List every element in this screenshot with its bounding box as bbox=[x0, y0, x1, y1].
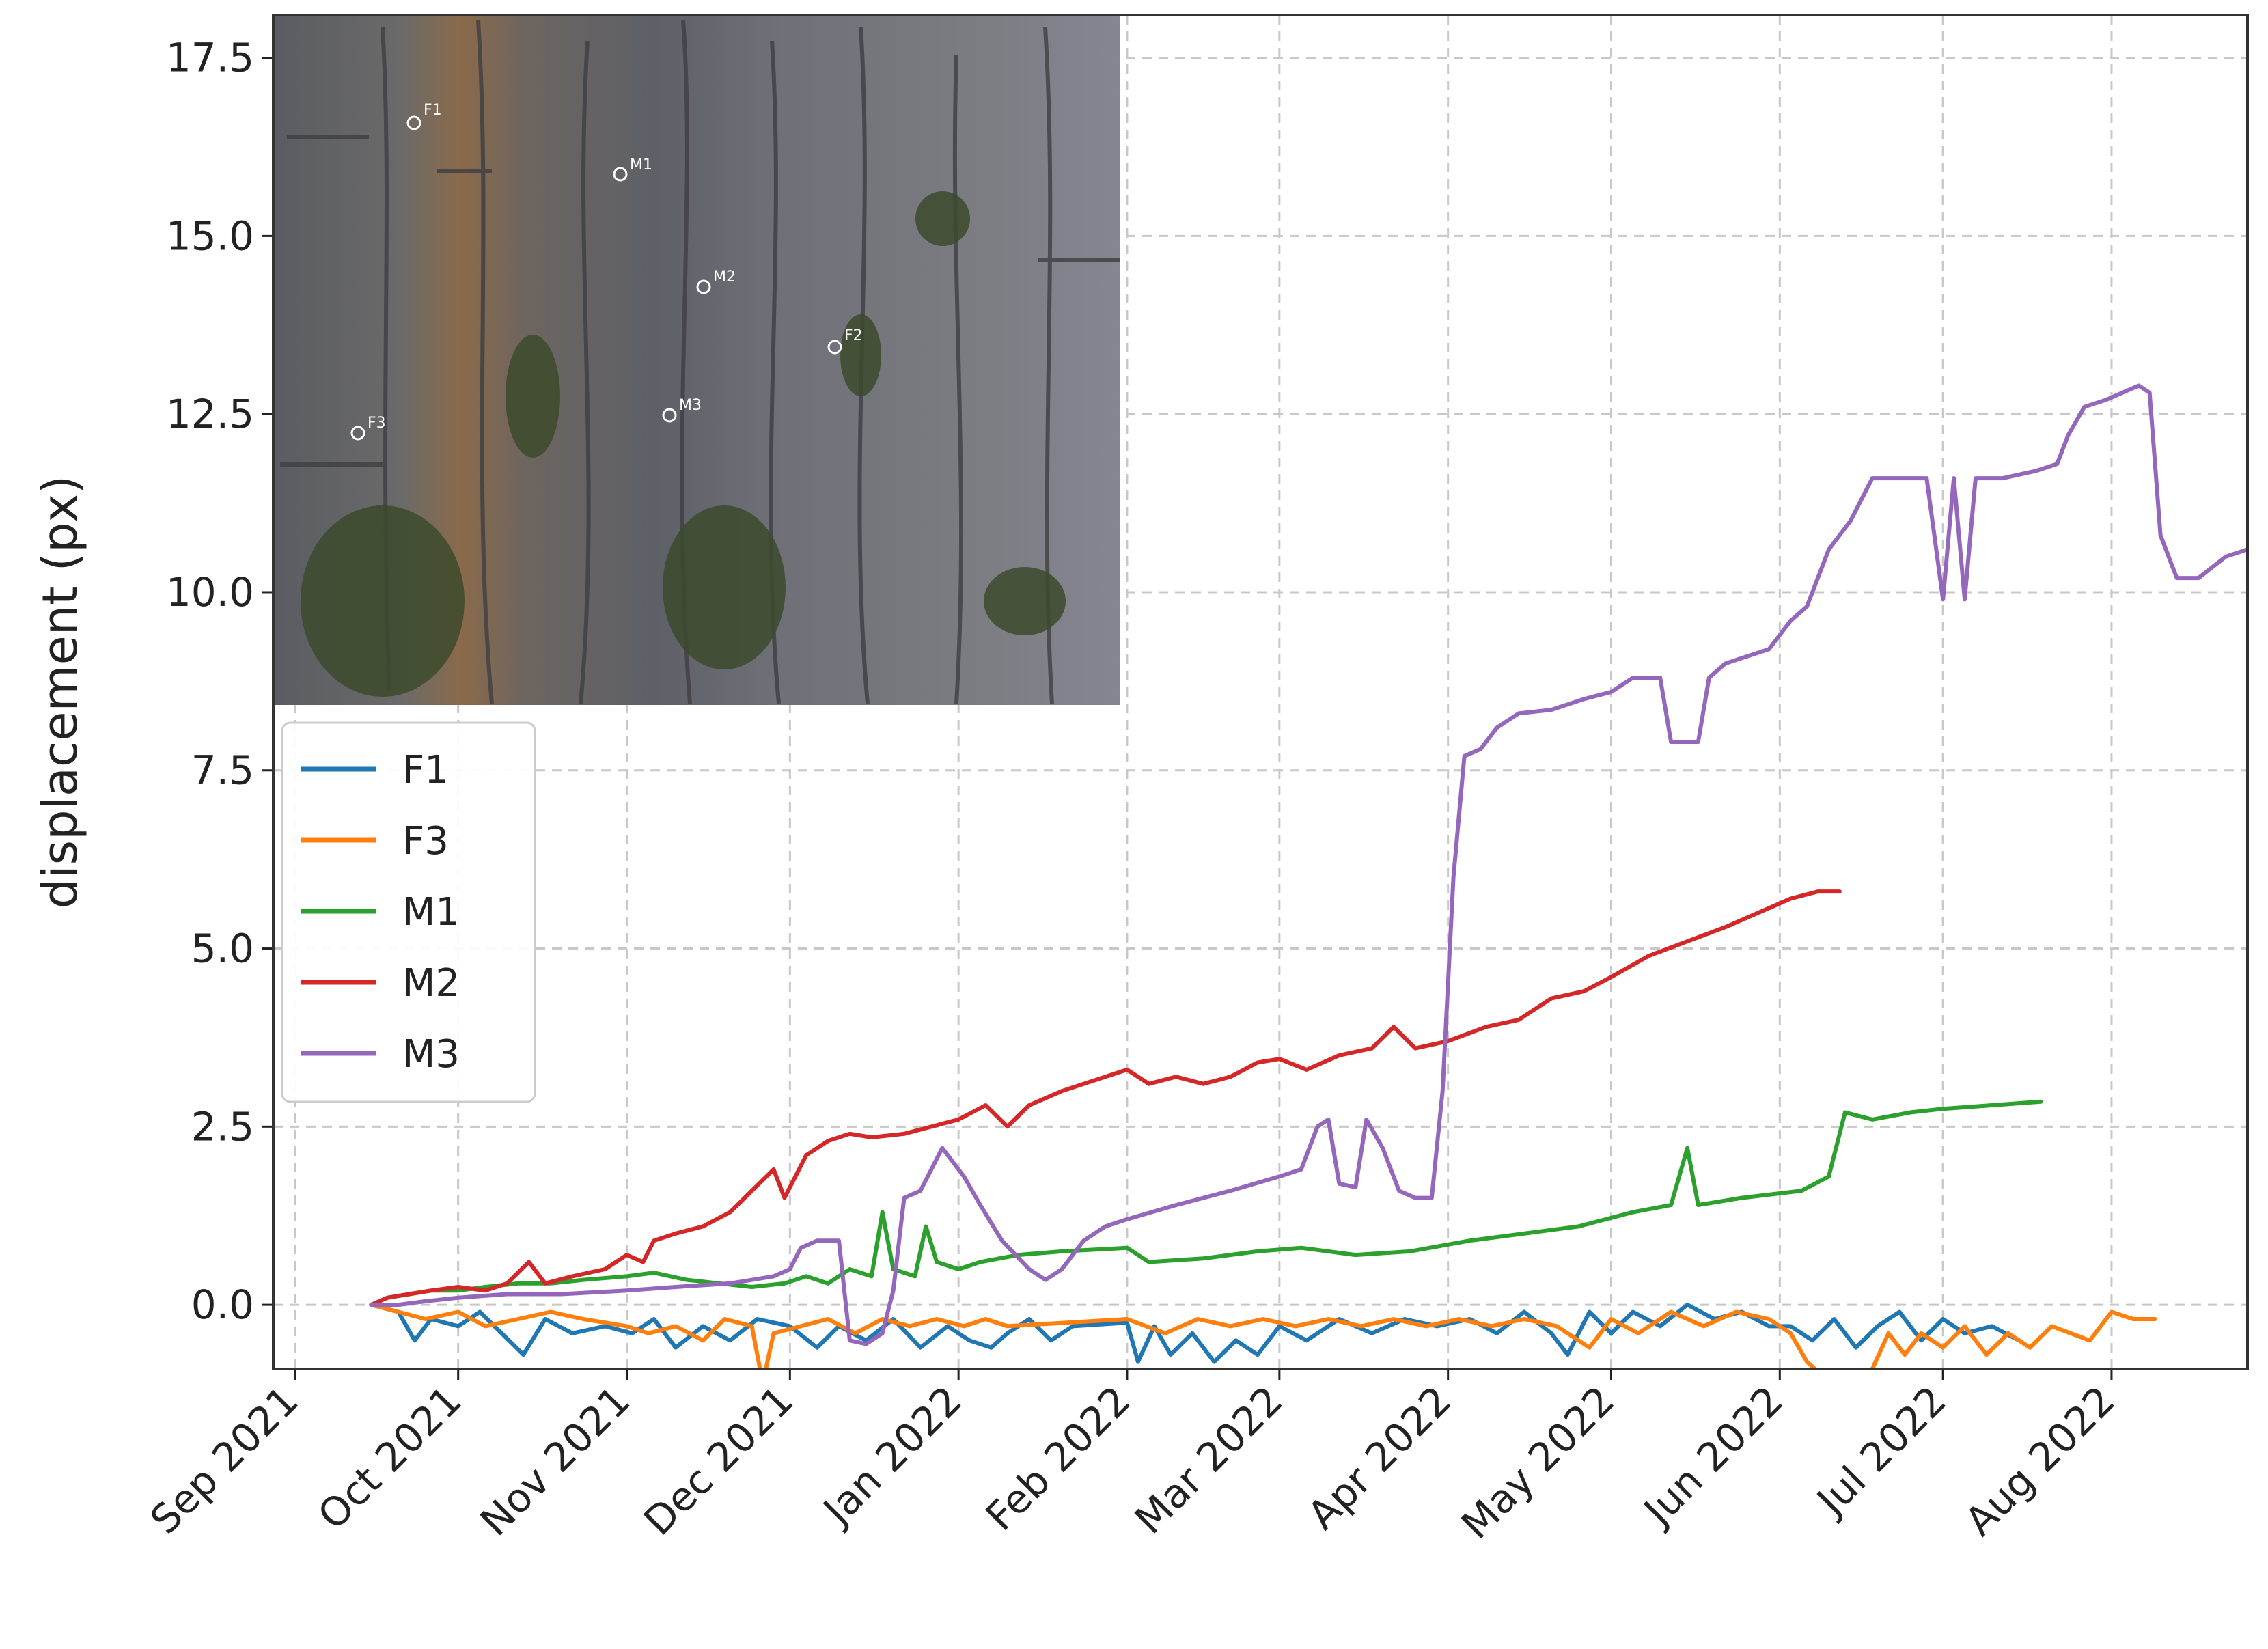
y-tick-label: 15.0 bbox=[166, 212, 254, 259]
x-tick-label: Apr 2022 bbox=[1299, 1377, 1460, 1538]
series-line-m1 bbox=[369, 1099, 2043, 1307]
photo-marker-m2 bbox=[696, 279, 711, 294]
x-tick-label: Oct 2021 bbox=[309, 1377, 470, 1538]
x-tick-label: Sep 2021 bbox=[141, 1377, 307, 1543]
x-tick-label: Feb 2022 bbox=[977, 1377, 1139, 1540]
legend-label-f1: F1 bbox=[402, 748, 449, 792]
photo-markers bbox=[350, 115, 842, 441]
y-tick-label: 10.0 bbox=[166, 569, 254, 615]
photo-marker-f3 bbox=[350, 426, 365, 441]
photo-marker-m1 bbox=[613, 167, 628, 182]
plot-frame bbox=[272, 14, 2249, 1370]
legend-label-m1: M1 bbox=[402, 890, 460, 934]
inset-photo: F1 M1 M2 F2 M3 F3 bbox=[273, 15, 1120, 705]
photo-marker-m3 bbox=[662, 408, 677, 423]
photo-label-f3: F3 bbox=[368, 415, 386, 432]
x-tick-label: May 2022 bbox=[1452, 1377, 1623, 1548]
photo-marker-f2 bbox=[827, 340, 842, 355]
legend-box bbox=[281, 721, 536, 1103]
x-tick-label: Jul 2022 bbox=[1807, 1377, 1955, 1525]
series-line-m3 bbox=[369, 383, 2248, 1346]
y-tick-label: 12.5 bbox=[166, 391, 254, 437]
photo-vegetation bbox=[301, 191, 1066, 697]
x-tick-label: Jun 2022 bbox=[1634, 1377, 1793, 1536]
x-tick-label: Nov 2021 bbox=[471, 1377, 639, 1545]
x-tick-label: Dec 2021 bbox=[635, 1377, 802, 1544]
series-layer bbox=[369, 383, 2248, 1369]
series-line-f3 bbox=[369, 1303, 2157, 1369]
photo-label-m1: M1 bbox=[630, 156, 652, 174]
y-tick-label: 7.5 bbox=[191, 747, 254, 794]
y-axis-label: displacement (px) bbox=[32, 475, 88, 909]
y-tick-label: 17.5 bbox=[166, 35, 254, 81]
series-line-m2 bbox=[369, 889, 1842, 1307]
photo-label-m3: M3 bbox=[679, 397, 702, 414]
photo-label-f2: F2 bbox=[844, 327, 863, 344]
y-tick-label: 2.5 bbox=[191, 1103, 254, 1150]
y-tick-label: 0.0 bbox=[191, 1281, 254, 1328]
legend: F1 F3 M1 M2 M3 bbox=[281, 721, 536, 1103]
legend-label-m2: M2 bbox=[402, 961, 460, 1006]
x-tick-label: Aug 2022 bbox=[1956, 1377, 2124, 1545]
photo-marker-f1 bbox=[406, 115, 421, 130]
x-tick-label: Jan 2022 bbox=[813, 1377, 971, 1535]
legend-label-f3: F3 bbox=[402, 819, 449, 863]
legend-label-m3: M3 bbox=[402, 1032, 460, 1077]
photo-label-m2: M2 bbox=[713, 268, 736, 286]
y-tick-label: 5.0 bbox=[191, 926, 254, 972]
photo-label-f1: F1 bbox=[424, 102, 442, 119]
x-tick-label: Mar 2022 bbox=[1126, 1377, 1292, 1543]
